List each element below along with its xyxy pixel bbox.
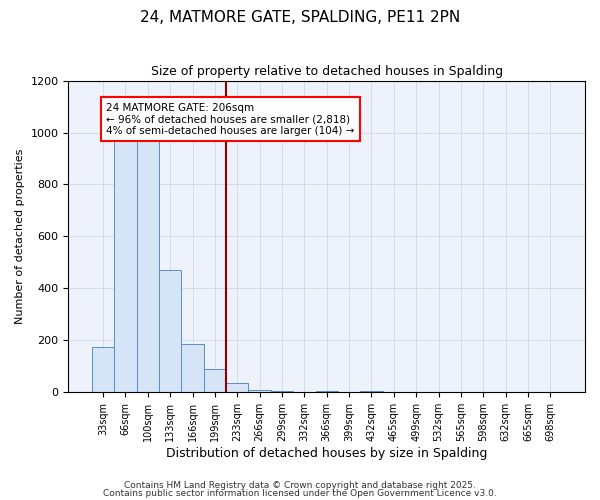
Bar — [181, 344, 204, 393]
Bar — [137, 136, 159, 392]
Bar — [114, 142, 137, 392]
Text: Contains public sector information licensed under the Open Government Licence v3: Contains public sector information licen… — [103, 490, 497, 498]
Bar — [248, 390, 271, 392]
X-axis label: Distribution of detached houses by size in Spalding: Distribution of detached houses by size … — [166, 447, 487, 460]
Text: Contains HM Land Registry data © Crown copyright and database right 2025.: Contains HM Land Registry data © Crown c… — [124, 480, 476, 490]
Text: 24 MATMORE GATE: 206sqm
← 96% of detached houses are smaller (2,818)
4% of semi-: 24 MATMORE GATE: 206sqm ← 96% of detache… — [106, 102, 355, 136]
Bar — [92, 347, 114, 393]
Y-axis label: Number of detached properties: Number of detached properties — [15, 149, 25, 324]
Bar — [226, 384, 248, 392]
Bar — [204, 369, 226, 392]
Text: 24, MATMORE GATE, SPALDING, PE11 2PN: 24, MATMORE GATE, SPALDING, PE11 2PN — [140, 10, 460, 25]
Title: Size of property relative to detached houses in Spalding: Size of property relative to detached ho… — [151, 65, 503, 78]
Bar — [159, 270, 181, 392]
